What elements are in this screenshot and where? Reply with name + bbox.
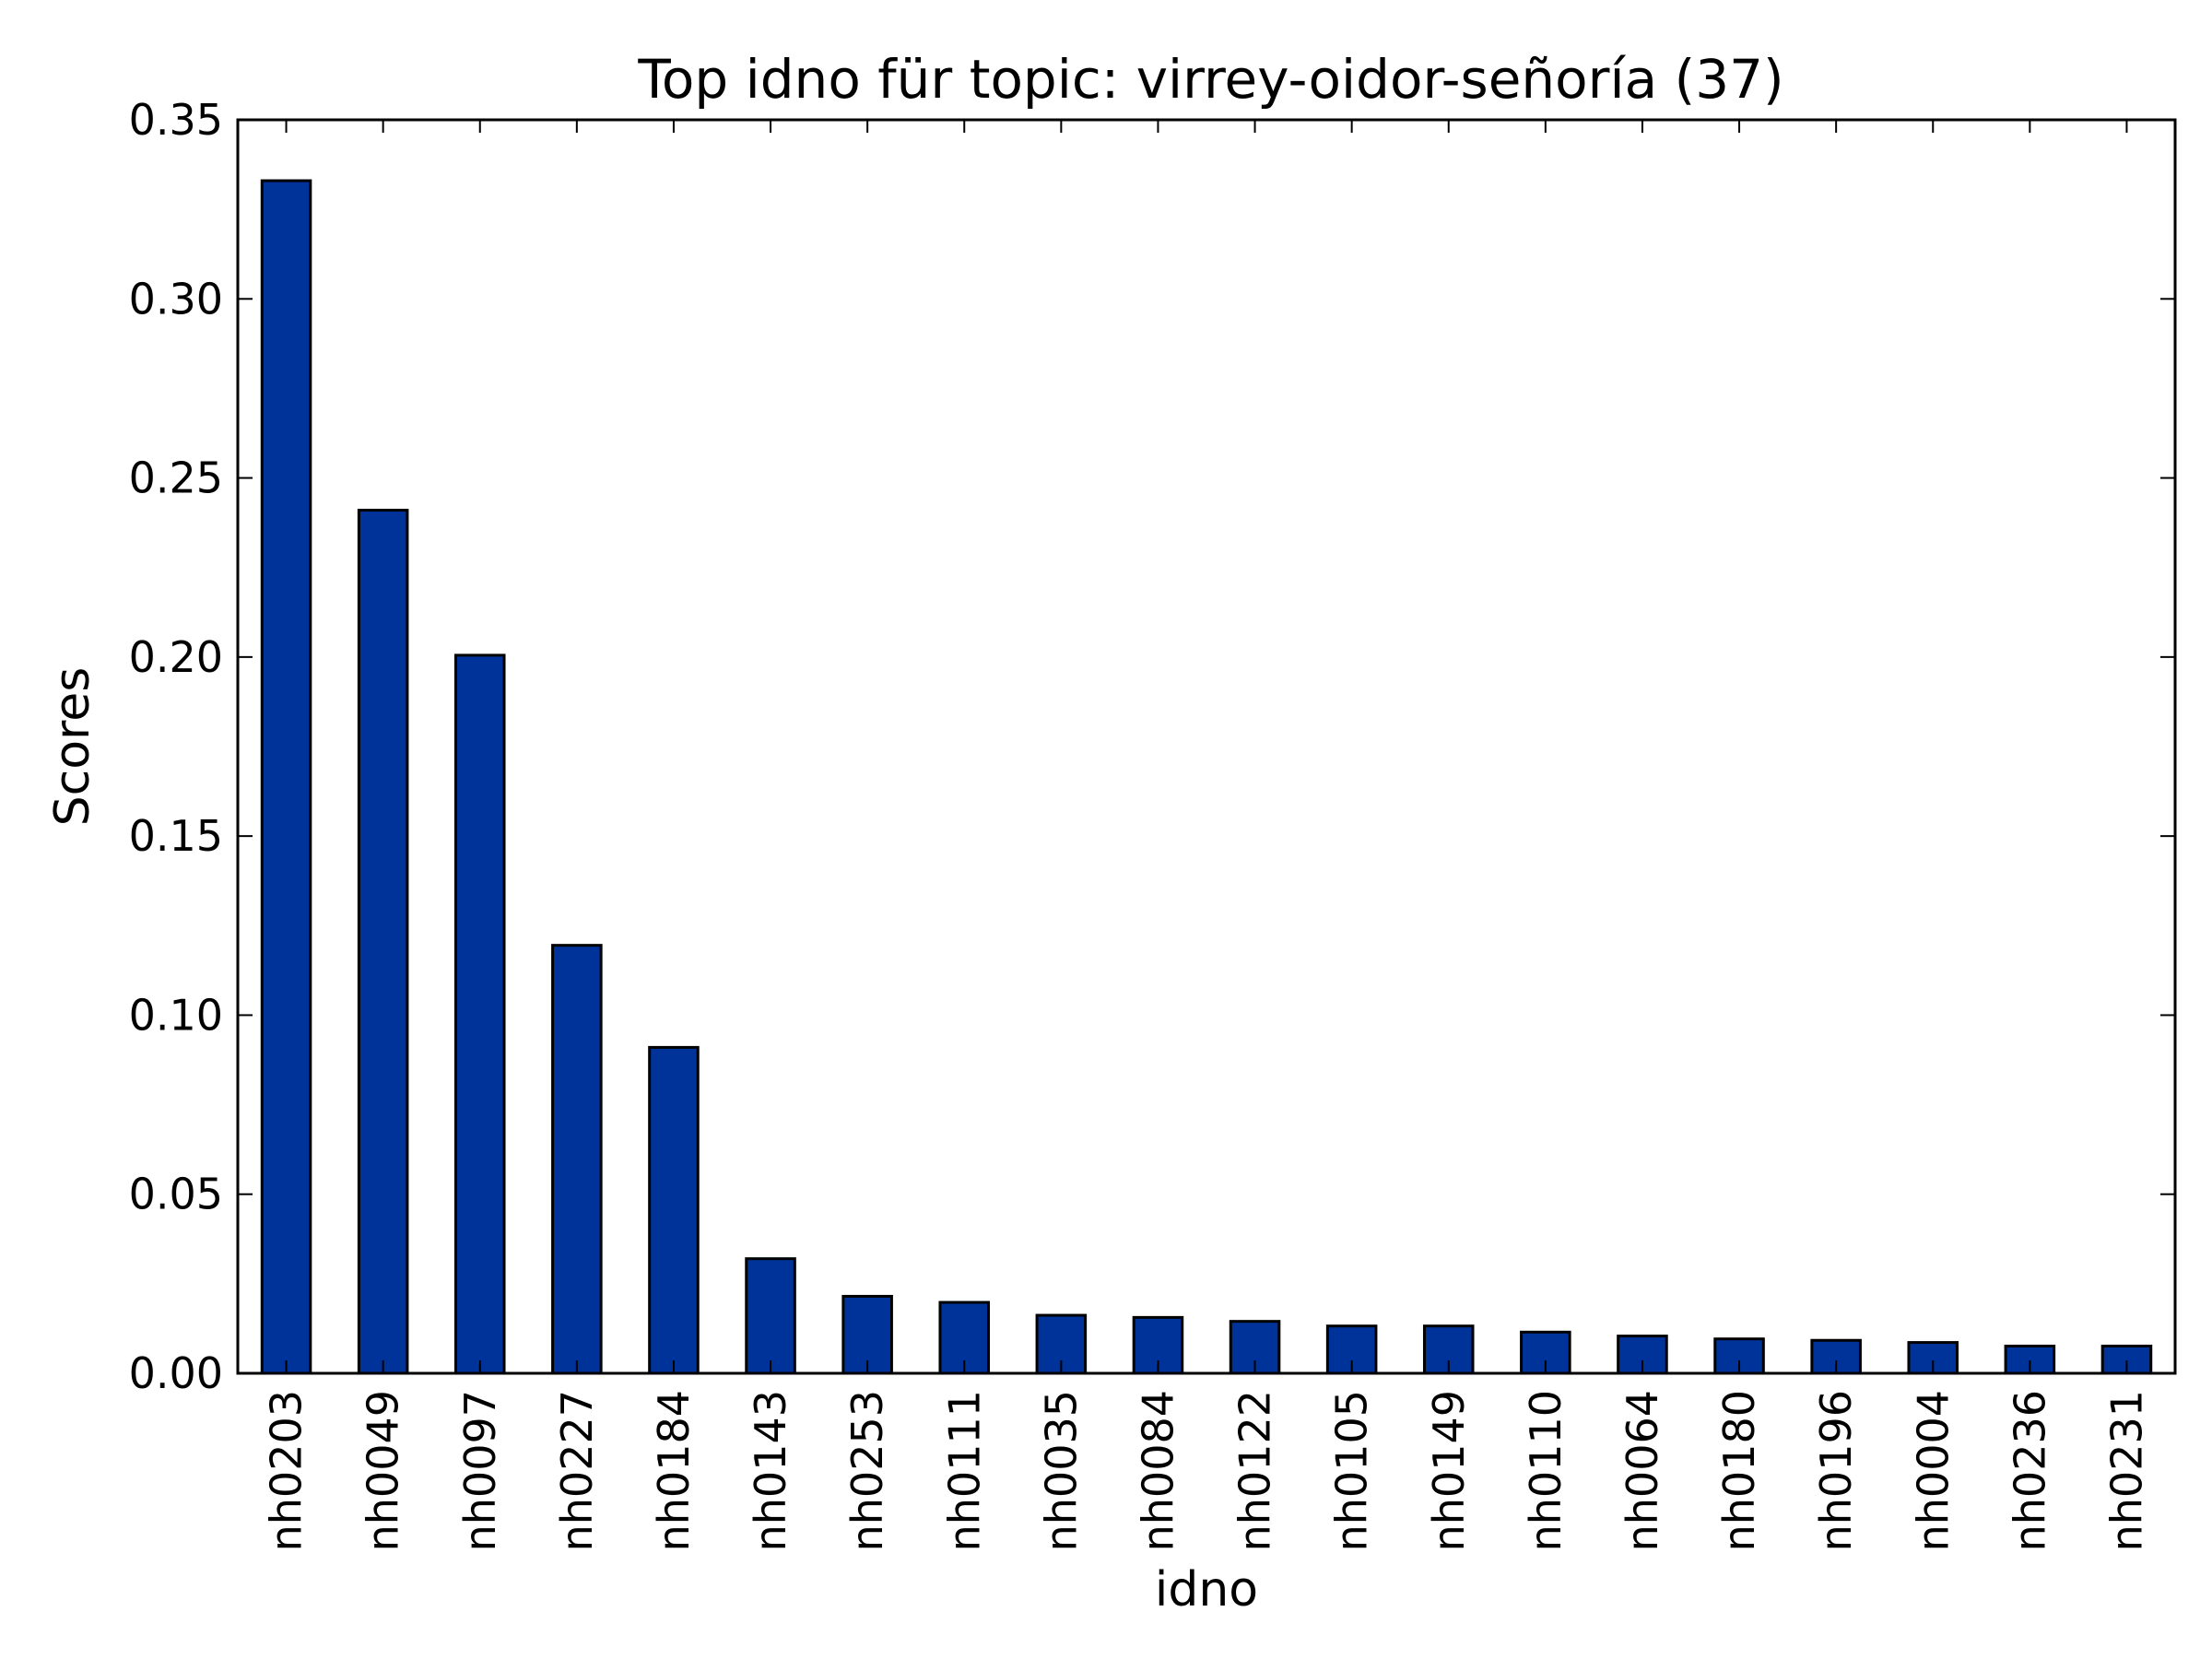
bar-nh0143 xyxy=(745,1257,796,1375)
y-tick-label: 0.25 xyxy=(129,453,223,503)
y-tick-label: 0.00 xyxy=(129,1348,223,1398)
x-tick-label: nh0049 xyxy=(359,1390,408,1551)
x-tick-label: nh0196 xyxy=(1811,1390,1861,1551)
x-tick-label: nh0203 xyxy=(262,1390,312,1551)
bar-nh0227 xyxy=(551,944,603,1375)
x-tick-label: nh0253 xyxy=(842,1390,892,1551)
x-tick-label: nh0231 xyxy=(2101,1390,2151,1551)
x-axis-label: idno xyxy=(1155,1562,1258,1618)
y-tick-label: 0.05 xyxy=(129,1170,223,1219)
y-tick-label: 0.10 xyxy=(129,990,223,1040)
x-tick-label: nh0004 xyxy=(1908,1390,1958,1551)
x-tick-label: nh0084 xyxy=(1133,1390,1182,1551)
bar-nh0049 xyxy=(357,509,409,1375)
bar-nh0203 xyxy=(260,179,312,1375)
x-tick-label: nh0236 xyxy=(2005,1390,2054,1551)
bar-nh0097 xyxy=(453,653,506,1375)
x-tick-label: nh0110 xyxy=(1521,1390,1571,1551)
x-tick-label: nh0184 xyxy=(649,1390,699,1551)
x-tick-label: nh0143 xyxy=(746,1390,795,1551)
y-tick-label: 0.30 xyxy=(129,274,223,324)
ticks-group: nh0203 nh0049 nh0097 nh0227 nh0184 nh0143 nh02… xyxy=(129,95,2175,1551)
plot-frame xyxy=(236,118,2177,1375)
x-tick-label: nh0097 xyxy=(455,1390,505,1551)
x-tick-label: nh0105 xyxy=(1327,1390,1377,1551)
x-tick-label: nh0180 xyxy=(1714,1390,1764,1551)
x-tick-label: nh0122 xyxy=(1230,1390,1280,1551)
y-tick-label: 0.35 xyxy=(129,95,223,145)
x-tick-label: nh0227 xyxy=(552,1390,602,1551)
bars-group xyxy=(260,179,2153,1375)
x-tick-label: nh0149 xyxy=(1424,1390,1474,1551)
y-axis-label: Scores xyxy=(45,667,100,827)
x-tick-label: nh0035 xyxy=(1036,1390,1086,1551)
bar-nh0184 xyxy=(648,1045,700,1375)
y-tick-label: 0.15 xyxy=(129,811,223,861)
y-tick-label: 0.20 xyxy=(129,632,223,682)
x-tick-label: nh0111 xyxy=(939,1390,989,1551)
x-tick-label: nh0064 xyxy=(1618,1390,1667,1551)
chart-title: Top idno für topic: virrey-oidor-señoría… xyxy=(637,48,1783,111)
